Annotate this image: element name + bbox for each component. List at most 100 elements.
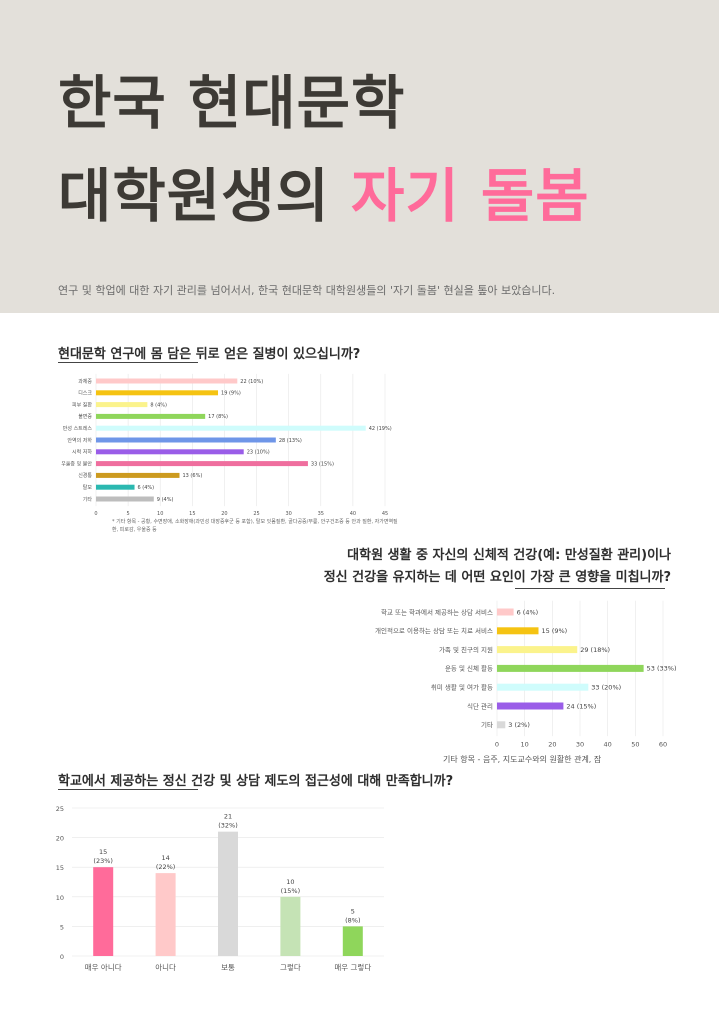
chart2-tick-label: 30: [576, 741, 584, 749]
chart2-tick-label: 0: [495, 741, 499, 749]
chart2-category-label: 기타: [481, 720, 493, 729]
chart3-value-label: 10: [286, 878, 294, 886]
title-main: 대학원생의: [58, 162, 330, 230]
chart1-value-label: 9 (4%): [157, 497, 174, 503]
chart1-bar: [96, 484, 135, 490]
chart3-bar: [218, 831, 238, 956]
chart2-tick-label: 60: [659, 741, 667, 749]
chart2-tick-label: 10: [521, 741, 529, 749]
chart1-category-label: 기타: [83, 496, 93, 503]
chart1-tick-label: 35: [318, 511, 324, 517]
chart2-category-label: 개인적으로 이용하는 상담 또는 치료 서비스: [375, 626, 493, 635]
chart1-category-label: 탈모: [83, 484, 93, 491]
chart1-tick-label: 40: [350, 511, 356, 517]
chart3-tick-label: 0: [60, 953, 64, 961]
chart3-bar: [93, 867, 114, 956]
chart2-question-line1: 대학원 생활 중 자신의 신체적 건강(예: 만성질환 관리)이나: [347, 548, 671, 563]
chart3-tick-label: 15: [56, 864, 64, 872]
chart1-value-label: 33 (15%): [311, 461, 334, 467]
chart2-category-label: 학교 또는 학과에서 제공하는 상담 서비스: [381, 607, 493, 616]
intro-text: 연구 및 학업에 대한 자기 관리를 넘어서서, 한국 현대문학 대학원생들의 …: [58, 284, 556, 297]
chart3-category-label: 매우 그렇다: [334, 962, 371, 972]
chart2-value-label: 3 (2%): [508, 721, 530, 729]
chart1-bar: [96, 449, 244, 455]
chart3-value-label: 14: [161, 854, 169, 862]
chart2-bar: [497, 627, 539, 635]
chart3-percent-label: (23%): [93, 857, 113, 865]
hero-banner: [0, 0, 719, 313]
chart1-question: 현대문학 연구에 몸 담은 뒤로 얻은 질병이 있으십니까?: [58, 347, 361, 362]
chart1-bar: [96, 378, 238, 384]
chart2-bar: [497, 646, 578, 654]
chart1-tick-label: 30: [285, 511, 291, 517]
chart2-value-label: 24 (15%): [566, 702, 596, 710]
chart2-category-label: 식단 관리: [467, 701, 493, 710]
chart3-category-label: 보통: [221, 963, 235, 972]
chart1-value-label: 8 (4%): [150, 402, 167, 408]
chart1-tick-label: 20: [221, 511, 227, 517]
chart1-category-label: 불면증: [78, 413, 92, 420]
chart1-category-label: 시력 저하: [72, 449, 92, 456]
chart3-bar: [342, 926, 363, 956]
chart1-category-label: 우울증 및 불안: [61, 460, 92, 467]
chart2-category-label: 가족 및 친구의 지원: [439, 645, 493, 654]
chart2-category-label: 취미 생활 및 여가 활동: [431, 682, 493, 691]
chart3-tick-label: 10: [56, 894, 64, 902]
chart2-bar: [497, 721, 506, 729]
chart3-rule: [58, 789, 198, 790]
chart1-category-label: 신경통: [78, 472, 92, 479]
chart1-bar: [96, 390, 219, 396]
chart3-bar: [155, 873, 176, 956]
chart3-category-label: 그렇다: [280, 962, 301, 972]
title-accent: 자기 돌봄: [351, 162, 590, 230]
chart2-note: 기타 항목 - 음주, 지도교수와의 원활한 관계, 잠: [443, 755, 602, 764]
chart1-bar: [96, 413, 206, 419]
chart1-category-label: 만성 스트레스: [63, 425, 93, 432]
chart1-tick-label: 15: [189, 511, 195, 517]
chart1-tick-label: 10: [157, 511, 163, 517]
chart2-value-label: 15 (9%): [542, 627, 568, 635]
chart2-bar: [497, 702, 564, 710]
page-title-line2: 대학원생의 자기 돌봄: [58, 163, 590, 229]
chart2-tick-label: 40: [604, 741, 612, 749]
chart1-value-label: 19 (9%): [221, 391, 241, 397]
chart2-rule: [515, 588, 665, 589]
chart1-value-label: 6 (4%): [138, 485, 155, 491]
chart1-tick-label: 0: [94, 511, 97, 517]
chart2-bar: [497, 608, 514, 616]
chart1-category-label: 피부 질환: [72, 401, 92, 408]
chart2-value-label: 29 (18%): [580, 646, 610, 654]
chart2-value-label: 33 (20%): [591, 683, 621, 691]
chart3-percent-label: (32%): [218, 822, 238, 830]
chart3-value-label: 21: [224, 813, 232, 821]
chart1-bar: [96, 496, 154, 502]
chart2-tick-label: 20: [548, 741, 556, 749]
chart1-value-label: 23 (10%): [247, 450, 270, 456]
chart3-value-label: 15: [99, 848, 107, 856]
chart1-bar: [96, 425, 366, 431]
chart1-bar: [96, 437, 276, 443]
chart2-value-label: 6 (4%): [517, 608, 539, 616]
chart3-tick-label: 20: [56, 835, 64, 843]
chart1-value-label: 28 (13%): [279, 438, 302, 444]
chart2-question-line2: 정신 건강을 유지하는 데 어떤 요인이 가장 큰 영향을 미칩니까?: [323, 570, 671, 585]
chart1-bar: [96, 472, 180, 478]
chart1-category-label: 안역의 저하: [67, 437, 92, 444]
chart2-bar: [497, 664, 644, 672]
chart2-category-label: 운동 및 신체 활동: [445, 664, 493, 673]
chart3-tick-label: 5: [60, 923, 64, 931]
chart1-rule: [58, 362, 198, 363]
chart1-value-label: 42 (19%): [369, 426, 392, 432]
chart1-tick-label: 25: [253, 511, 259, 517]
chart3-category-label: 아니다: [155, 962, 176, 972]
chart3-bar: [280, 896, 301, 956]
chart1-note: * 기타 항목 - 공황, 수면장애, 소화장애(과민성 대장증후군 등 포함)…: [112, 519, 398, 533]
chart1-tick-label: 5: [127, 511, 130, 517]
chart1-value-label: 22 (10%): [240, 379, 263, 385]
chart3-value-label: 5: [351, 907, 355, 915]
chart3-percent-label: (15%): [281, 887, 301, 895]
chart3-percent-label: (8%): [345, 916, 360, 924]
chart1-tick-label: 45: [382, 511, 388, 517]
chart2-tick-label: 50: [631, 741, 639, 749]
chart3-percent-label: (22%): [156, 863, 176, 871]
